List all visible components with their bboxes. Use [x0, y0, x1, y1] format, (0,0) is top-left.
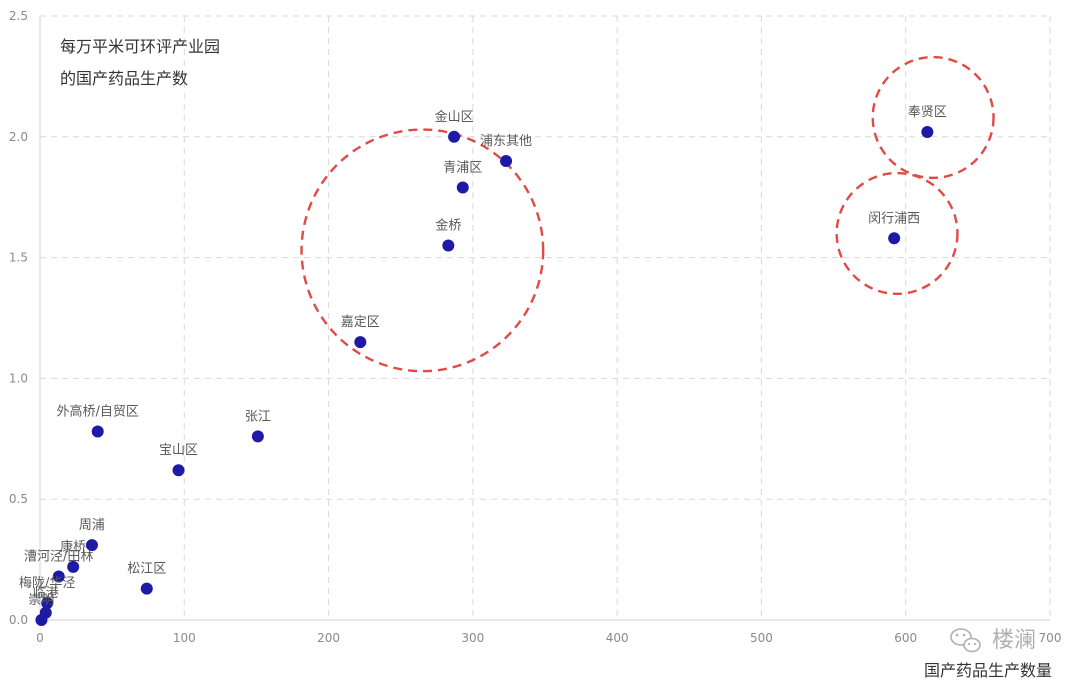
- point-label: 康桥: [60, 539, 86, 555]
- y-tick-label: 1.0: [9, 371, 28, 385]
- y-tick-label: 0.0: [9, 613, 28, 627]
- data-point: [172, 464, 185, 477]
- highlight-circle: [871, 55, 995, 180]
- data-point: [35, 614, 48, 626]
- x-tick-label: 400: [606, 631, 629, 645]
- x-tick-label: 0: [36, 631, 44, 645]
- x-tick-label: 500: [750, 631, 773, 645]
- point-label: 宝山区: [159, 443, 198, 458]
- point-label: 松江区: [127, 562, 166, 577]
- annotation-line-1: 每万平米可环评产业园: [60, 37, 220, 56]
- data-point: [91, 425, 104, 438]
- point-label: 金桥: [435, 218, 461, 234]
- point-label: 梅陇/华泾: [19, 576, 75, 591]
- data-point: [888, 232, 901, 245]
- point-label: 外高桥/自贸区: [57, 404, 139, 420]
- data-point: [500, 154, 513, 167]
- data-point: [921, 125, 934, 138]
- point-label: 周浦: [79, 518, 105, 533]
- y-tick-label: 0.5: [9, 492, 28, 506]
- x-tick-label: 700: [1039, 631, 1062, 645]
- data-point: [251, 430, 264, 443]
- highlight-circles: [300, 55, 995, 373]
- highlight-circle: [835, 171, 959, 296]
- data-point: [354, 336, 367, 349]
- data-point: [456, 181, 469, 194]
- x-tick-label: 300: [461, 631, 484, 645]
- tick-labels: 0 100 200 300 400 500 600 700 0.0 0.5 1.0 1.5 2.0 2.5: [9, 9, 1062, 645]
- point-label: 浦东其他: [480, 134, 532, 149]
- x-tick-label: 200: [317, 631, 340, 645]
- y-tick-label: 2.0: [9, 130, 28, 144]
- highlight-circle: [300, 128, 545, 373]
- annotation-line-2: 的国产药品生产数: [60, 69, 188, 88]
- point-label: 青浦区: [443, 161, 482, 176]
- grid-layer: [39, 15, 1051, 621]
- point-label: 奉贤区: [908, 105, 947, 120]
- y-tick-label: 2.5: [9, 9, 28, 23]
- data-point: [67, 560, 80, 573]
- wechat-icon: [950, 628, 981, 653]
- x-tick-label: 600: [894, 631, 917, 645]
- point-label: 闵行浦西: [868, 211, 920, 226]
- x-tick-label: 100: [173, 631, 196, 645]
- data-point: [85, 539, 98, 552]
- point-label: 崇明: [28, 593, 54, 608]
- y-tick-label: 1.5: [9, 251, 28, 265]
- watermark-text: 楼澜: [992, 628, 1036, 653]
- x-axis-label: 国产药品生产数量: [924, 661, 1052, 680]
- watermark: 楼澜: [950, 628, 1036, 653]
- data-point: [448, 130, 461, 143]
- point-label: 张江: [245, 409, 271, 424]
- data-point: [52, 570, 65, 583]
- point-label: 金山区: [435, 109, 474, 125]
- data-point: [442, 239, 455, 252]
- data-points: [35, 125, 934, 626]
- data-point: [41, 597, 54, 610]
- point-label: 临港: [33, 586, 59, 601]
- point-label: 漕河泾/田林: [24, 550, 93, 565]
- point-label: 嘉定区: [341, 315, 380, 330]
- data-point: [140, 582, 153, 595]
